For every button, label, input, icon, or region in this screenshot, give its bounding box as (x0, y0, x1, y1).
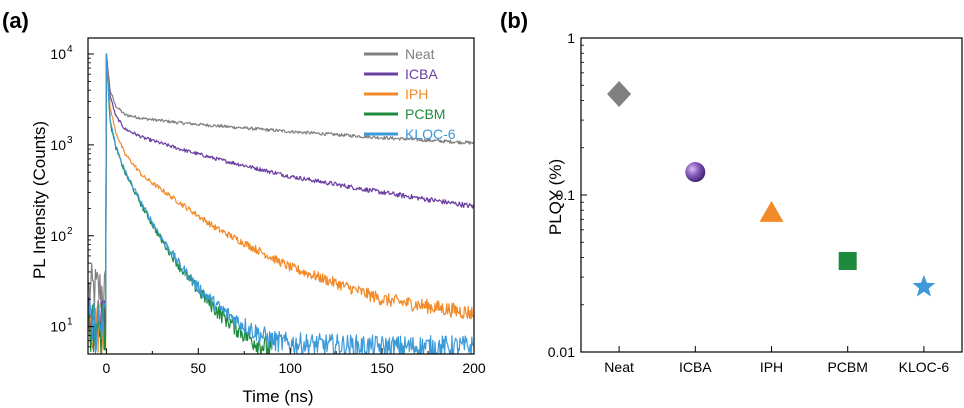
x-tick-label: 200 (462, 360, 486, 376)
panel-b-axes: 0.01 0.1 1 Neat ICBA IPH PCBM KLOC-6 (548, 30, 963, 375)
panel-a-x-axis-title: Time (ns) (242, 387, 313, 406)
marker-iph-triangle (759, 200, 784, 222)
x-category-label: IPH (760, 359, 783, 375)
series-line-neat (88, 53, 474, 309)
legend-label: PCBM (405, 106, 445, 122)
series-line-pcbm (88, 53, 272, 354)
panel-a-label: (a) (2, 8, 29, 33)
y-tick-exponent: 1 (67, 317, 73, 328)
y-tick-label: 10 (50, 228, 66, 244)
y-tick-label: 10 (50, 137, 66, 153)
panel-a-legend: Neat ICBA IPH PCBM KLOC-6 (364, 46, 456, 142)
y-tick-label: 10 (50, 319, 66, 335)
x-tick-label: 0 (102, 360, 110, 376)
x-tick-label: 150 (370, 360, 394, 376)
x-category-label: KLOC-6 (899, 359, 950, 375)
panel-b-plot-frame (580, 37, 963, 353)
y-tick-exponent: 4 (67, 44, 73, 55)
x-tick-label: 100 (279, 360, 303, 376)
y-tick-label: 1 (567, 30, 575, 46)
x-category-label: ICBA (679, 359, 712, 375)
marker-pcbm-square (838, 251, 857, 270)
legend-label: KLOC-6 (405, 126, 456, 142)
panel-a-y-axis-title: PL Intensity (Counts) (30, 121, 49, 279)
panel-a-series-group (88, 53, 474, 354)
y-tick-label: 10 (50, 46, 66, 62)
x-category-label: PCBM (827, 359, 867, 375)
x-category-label: Neat (604, 359, 634, 375)
marker-icba-sphere (685, 162, 706, 183)
y-tick-label: 0.01 (548, 344, 575, 360)
series-line-icba (88, 53, 474, 346)
panel-b-y-axis-title: PLQY (%) (546, 159, 565, 235)
y-tick-label: 0.1 (556, 187, 576, 203)
legend-label: Neat (405, 46, 435, 62)
legend-label: ICBA (405, 66, 438, 82)
legend-label: IPH (405, 86, 428, 102)
series-line-kloc-6 (88, 53, 474, 354)
series-line-iph (88, 53, 474, 354)
panel-b-label: (b) (500, 8, 528, 33)
marker-kloc-6-star (912, 274, 936, 297)
marker-neat-diamond (607, 80, 632, 107)
x-tick-label: 50 (190, 360, 206, 376)
y-tick-exponent: 3 (67, 135, 73, 146)
panel-b-plqy-chart: (b) 0.01 0.1 1 Neat ICBA IPH PCBM KLOC-6 PLQY (… (500, 8, 963, 375)
panel-a-plot-frame (87, 37, 475, 355)
y-tick-exponent: 2 (67, 226, 73, 237)
panel-b-points (607, 80, 936, 297)
